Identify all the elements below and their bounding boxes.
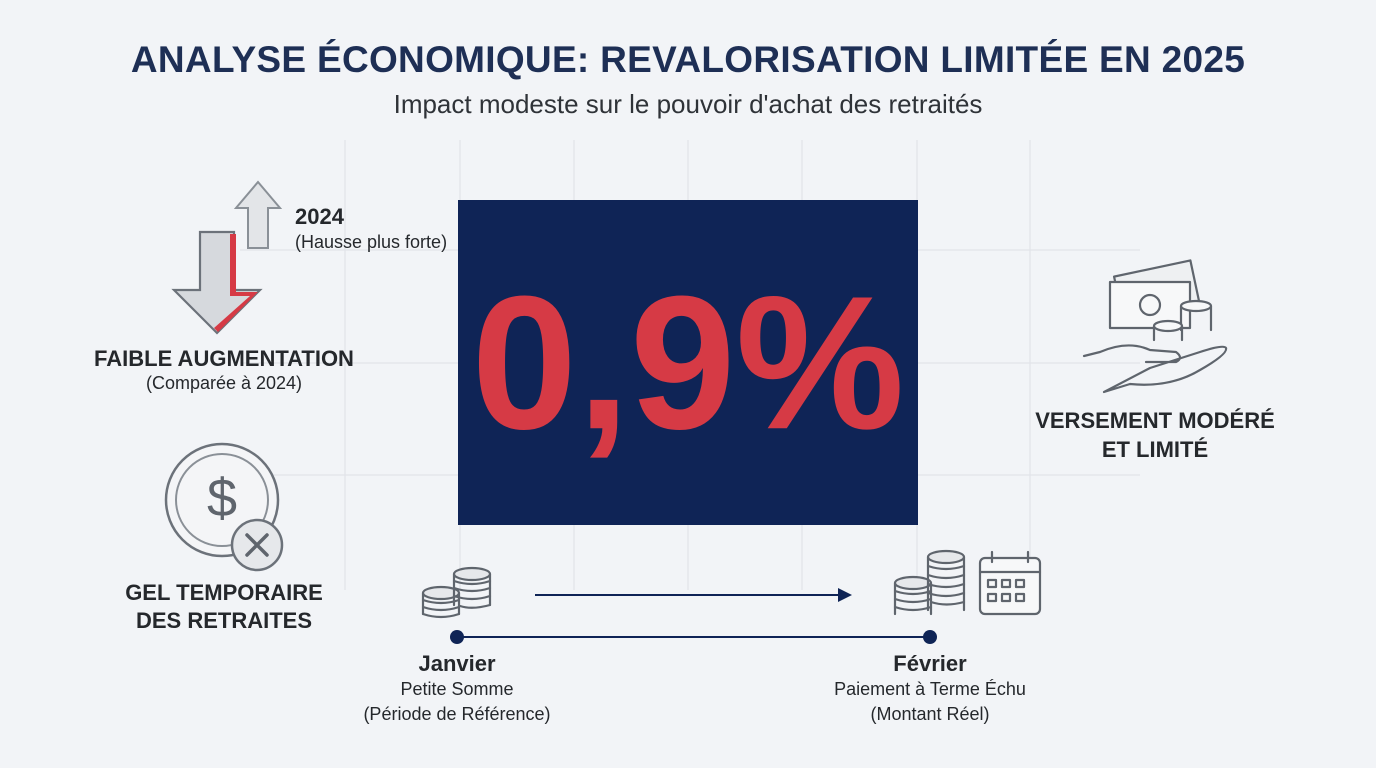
comparison-note: (Comparée à 2024): [146, 373, 302, 393]
payment-icon-part: [1138, 293, 1162, 317]
title: ANALYSE ÉCONOMIQUE: REVALORISATION LIMIT…: [131, 39, 1245, 80]
coins-large-icon-part: [926, 549, 966, 565]
timeline-end-line: (Montant Réel): [870, 704, 989, 724]
coins-small-icon-part: [452, 579, 492, 609]
frozen-coin-icon: $: [164, 442, 284, 572]
coins-large-icon-part: [893, 589, 933, 612]
comparison-label: FAIBLE AUGMENTATION: [94, 346, 354, 371]
coins-large-icon-part: [926, 564, 966, 606]
calendar-icon: [978, 550, 1042, 616]
frozen-coin-icon-part: [245, 533, 269, 557]
coins-small-icon-part: [421, 598, 461, 619]
calendar-icon-part: [986, 578, 998, 589]
year-note: (Hausse plus forte): [295, 232, 447, 252]
arrow-icons-part: [233, 180, 283, 249]
frozen-coin-icon-part: [175, 453, 269, 547]
year: 2024: [295, 204, 345, 229]
payment-icon-part: [1179, 299, 1213, 313]
payment-line: ET LIMITÉ: [1102, 437, 1208, 462]
coins-small-icon: [421, 566, 492, 619]
timeline-end-label: Février: [893, 651, 967, 676]
calendar-icon-part: [1014, 578, 1026, 589]
calendar-icon-part: [1000, 592, 1012, 603]
coins-large-icon: [893, 549, 966, 616]
arrow-icons-part: [214, 234, 258, 332]
highlight-value: 0,9%: [471, 257, 904, 469]
calendar-icon-part: [1000, 578, 1012, 589]
payment-icon-part: [1152, 324, 1184, 342]
calendar-icon-part: [978, 550, 1042, 574]
timeline-dot: [923, 630, 937, 644]
freeze-line: DES RETRAITES: [136, 608, 312, 633]
payment-icon-part: [1082, 344, 1228, 394]
freeze-line: GEL TEMPORAIRE: [125, 580, 323, 605]
calendar-icon-part: [986, 592, 998, 603]
timeline-dot: [450, 630, 464, 644]
coins-small-icon-part: [452, 566, 492, 582]
subtitle: Impact modeste sur le pouvoir d'achat de…: [394, 89, 983, 119]
calendar-icon-part: [1014, 592, 1026, 603]
timeline-start-line: (Période de Référence): [363, 704, 550, 724]
payment-icon-part: [1108, 280, 1192, 330]
timeline-end-line: Paiement à Terme Échu: [834, 679, 1026, 699]
payment-icon: [1082, 259, 1228, 394]
coins-large-icon-part: [893, 575, 933, 591]
payment-icon-part: [1152, 319, 1184, 333]
payment-line: VERSEMENT MODÉRÉ: [1035, 408, 1275, 433]
timeline-start-line: Petite Somme: [400, 679, 513, 699]
highlight-panel: [458, 200, 918, 525]
timeline-start-label: Janvier: [418, 651, 495, 676]
frozen-coin-icon-part: $: [207, 468, 237, 528]
coins-small-icon-part: [452, 572, 492, 607]
arrow-icons: [171, 180, 283, 335]
timeline-arrowhead: [838, 588, 852, 602]
